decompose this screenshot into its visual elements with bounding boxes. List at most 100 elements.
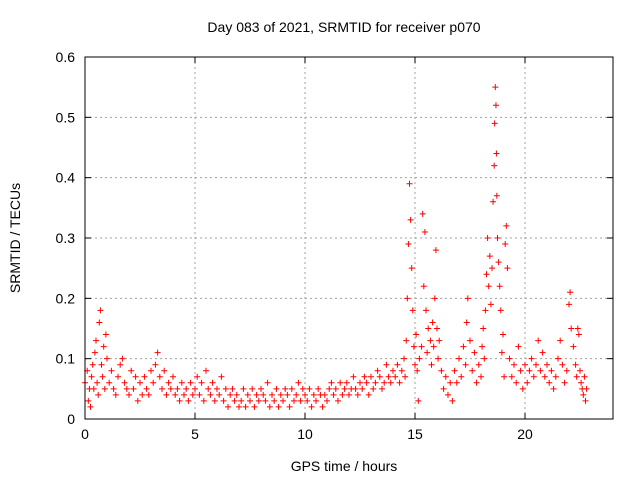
data-point (172, 391, 179, 398)
data-point (128, 367, 135, 374)
data-point (117, 361, 124, 368)
data-point (500, 331, 506, 338)
data-point (401, 355, 407, 362)
data-point (482, 307, 489, 314)
data-point (297, 397, 304, 404)
data-point (341, 385, 348, 392)
data-point (255, 397, 262, 404)
data-point (383, 361, 390, 368)
data-point (288, 385, 295, 392)
data-point (464, 295, 471, 302)
data-point (269, 391, 275, 398)
data-point (220, 397, 227, 404)
data-point (504, 265, 511, 272)
data-point (275, 403, 282, 410)
data-point (299, 385, 306, 392)
data-point (497, 307, 504, 314)
data-point (211, 397, 218, 404)
data-point (137, 379, 143, 386)
data-point (361, 373, 368, 380)
data-point (284, 391, 291, 398)
data-point (98, 361, 105, 368)
data-point (295, 379, 302, 386)
data-point (216, 391, 223, 398)
data-point (343, 379, 350, 386)
data-point (200, 397, 207, 404)
data-point (293, 391, 300, 398)
data-point (108, 367, 115, 374)
data-point (141, 373, 148, 380)
data-point (148, 367, 154, 374)
data-point (178, 379, 185, 386)
data-point (502, 241, 509, 248)
data-point (313, 397, 319, 404)
data-point (310, 391, 317, 398)
data-point (451, 367, 458, 374)
data-point (326, 385, 333, 392)
axis-ticks: 0 5 10 15 20 0 0.1 0.2 0.3 0.4 0.5 0.6 (56, 49, 613, 442)
data-point (273, 385, 280, 392)
data-point (561, 379, 568, 386)
data-point (240, 385, 247, 392)
data-point (487, 301, 494, 308)
data-point (570, 343, 577, 350)
data-point (167, 385, 174, 392)
data-point (432, 247, 439, 254)
data-point (421, 228, 428, 235)
x-tick-label: 10 (297, 426, 313, 442)
data-point (381, 379, 388, 386)
data-point (156, 373, 163, 380)
data-point (539, 349, 546, 356)
data-point (187, 379, 194, 386)
y-axis-label: SRMTID / TECUs (7, 183, 23, 293)
data-point (495, 259, 502, 266)
data-point (492, 84, 499, 91)
data-point (189, 391, 196, 398)
data-point (244, 391, 251, 398)
data-point (100, 343, 107, 350)
data-point (430, 343, 437, 350)
data-point (214, 385, 220, 392)
data-point (522, 361, 528, 368)
data-point (513, 379, 520, 386)
data-point (409, 307, 416, 314)
y-tick-label: 0.4 (56, 170, 76, 186)
data-point (163, 391, 170, 398)
data-point (192, 385, 198, 392)
data-point (262, 397, 269, 404)
data-point (406, 180, 413, 187)
data-point (508, 373, 515, 380)
data-point (398, 367, 405, 374)
data-point (396, 379, 403, 386)
data-point (414, 367, 421, 374)
data-point (416, 355, 423, 362)
data-point (429, 319, 436, 326)
data-point (145, 391, 152, 398)
data-point (181, 391, 187, 398)
data-point (485, 283, 492, 290)
data-point (489, 265, 495, 272)
data-point (390, 367, 396, 374)
data-point (475, 361, 482, 368)
data-point (563, 367, 570, 374)
data-point (346, 391, 352, 398)
data-point (85, 397, 92, 404)
data-point (463, 319, 470, 326)
data-point (442, 373, 449, 380)
data-point (242, 403, 249, 410)
data-point (266, 403, 273, 410)
data-point (264, 379, 271, 386)
data-point (229, 385, 236, 392)
data-point (410, 343, 417, 350)
data-point (491, 120, 498, 127)
data-point (574, 325, 581, 332)
data-point (321, 391, 328, 398)
data-point (150, 379, 157, 386)
data-point (481, 355, 488, 362)
data-point (374, 367, 381, 374)
y-tick-label: 0.1 (56, 351, 76, 367)
data-point (473, 379, 480, 386)
data-point (438, 367, 445, 374)
data-point (575, 331, 582, 338)
data-point (469, 367, 476, 374)
